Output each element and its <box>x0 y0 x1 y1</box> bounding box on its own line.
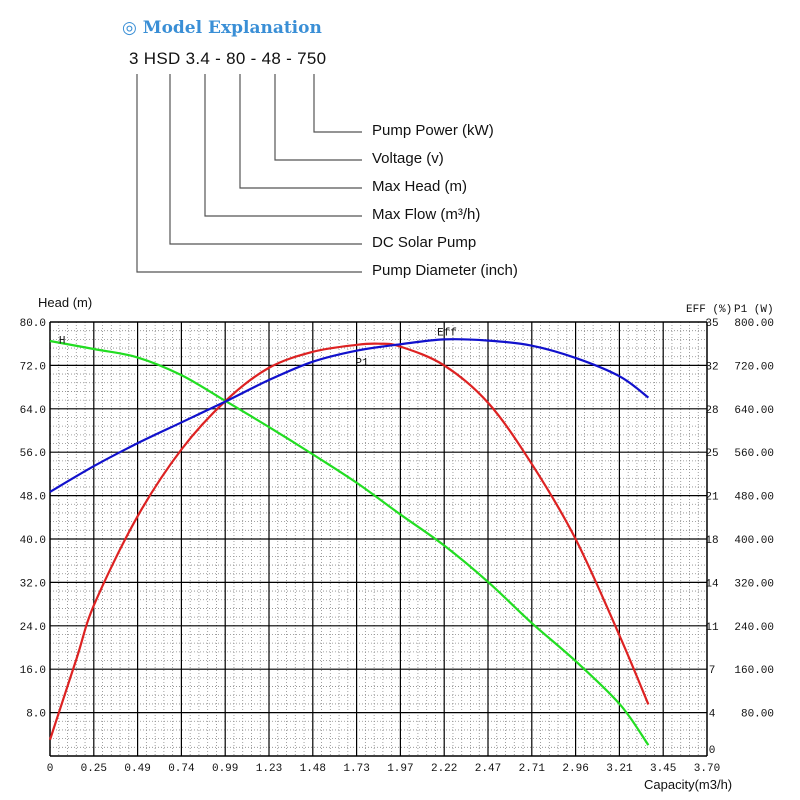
x-tick-label: 1.97 <box>387 763 413 775</box>
target-icon: ◎ <box>122 18 137 38</box>
p1-tick-label: 480.00 <box>734 492 774 504</box>
curve-p1 <box>48 342 650 741</box>
model-title-text: Model Explanation <box>142 18 322 38</box>
head-tick-label: 16.0 <box>20 665 46 677</box>
curve-eff <box>49 338 650 493</box>
x-tick-label: 2.22 <box>431 763 457 775</box>
expl-dc-solar-pump: DC Solar Pump <box>372 234 477 251</box>
x-tick-label: 0 <box>47 763 54 775</box>
leader-line <box>274 74 362 161</box>
x-tick-label: 1.73 <box>343 763 369 775</box>
curve-label-h: H <box>59 336 66 348</box>
p1-tick-label: 560.00 <box>734 448 774 460</box>
leader-line <box>313 74 362 133</box>
expl-max-flow: Max Flow (m³/h) <box>372 206 481 223</box>
head-tick-label: 40.0 <box>20 535 46 547</box>
eff-tick-label: 7 <box>709 665 716 677</box>
head-tick-label: 72.0 <box>20 361 46 373</box>
model-explanation-title: ◎ Model Explanation <box>122 18 322 38</box>
curve-labels: H P1 Eff <box>59 328 457 370</box>
p1-tick-label: 160.00 <box>734 665 774 677</box>
head-tick-label: 56.0 <box>20 448 46 460</box>
leader-line <box>169 74 362 245</box>
eff-tick-label: 18 <box>705 535 718 547</box>
x-tick-label: 3.21 <box>606 763 633 775</box>
p1-axis-title: P1 (W) <box>734 304 774 316</box>
head-tick-label: 80.0 <box>20 318 46 330</box>
model-code: 3 HSD 3.4 - 80 - 48 - 750 <box>129 49 327 68</box>
eff-tick-label: 28 <box>705 405 718 417</box>
p1-tick-label: 240.00 <box>734 622 774 634</box>
p1-tick-label: 80.00 <box>741 709 774 721</box>
eff-tick-label: 4 <box>709 709 716 721</box>
x-tick-label: 0.74 <box>168 763 195 775</box>
eff-tick-label: 25 <box>705 448 718 460</box>
head-tick-label: 48.0 <box>20 492 46 504</box>
p1-tick-label: 720.00 <box>734 361 774 373</box>
leader-line <box>239 74 362 189</box>
leader-line <box>136 74 362 273</box>
x-tick-label: 2.71 <box>519 763 546 775</box>
head-tick-label: 8.0 <box>26 709 46 721</box>
p1-tick-label: 400.00 <box>734 535 774 547</box>
eff-tick-label: 35 <box>705 318 718 330</box>
p1-tick-label: 320.00 <box>734 578 774 590</box>
x-tick-label: 1.48 <box>300 763 326 775</box>
head-tick-label: 24.0 <box>20 622 46 634</box>
head-tick-label: 64.0 <box>20 405 46 417</box>
leader-line <box>204 74 362 217</box>
x-tick-label: 3.45 <box>650 763 676 775</box>
x-axis-title: Capacity(m3/h) <box>644 777 732 792</box>
x-tick-label: 2.47 <box>475 763 501 775</box>
eff-axis-title: EFF (%) <box>686 304 732 316</box>
x-tick-label: 0.49 <box>124 763 150 775</box>
x-tick-label: 2.96 <box>562 763 588 775</box>
x-tick-label: 0.99 <box>212 763 238 775</box>
axis-ticks: 0 0.25 0.49 0.74 0.99 1.23 1.48 1.73 1.97 2.22 2.4… <box>20 318 774 775</box>
eff-tick-label: 32 <box>705 361 718 373</box>
expl-max-head: Max Head (m) <box>372 178 468 195</box>
x-tick-label: 3.70 <box>694 763 720 775</box>
curve-h <box>49 339 650 746</box>
expl-pump-power: Pump Power (kW) <box>372 122 494 139</box>
eff-tick-label: 21 <box>705 492 719 504</box>
eff-tick-label: 0 <box>709 745 716 757</box>
x-tick-label: 0.25 <box>81 763 107 775</box>
eff-tick-label: 14 <box>705 578 719 590</box>
expl-voltage: Voltage (v) <box>372 150 444 167</box>
p1-tick-label: 800.00 <box>734 318 774 330</box>
p1-tick-label: 640.00 <box>734 405 774 417</box>
curves <box>48 338 650 746</box>
y-axis-title: Head (m) <box>38 295 92 310</box>
grid-major <box>49 321 708 757</box>
x-tick-label: 1.23 <box>256 763 282 775</box>
head-tick-label: 32.0 <box>20 578 46 590</box>
curve-label-eff: Eff <box>437 328 457 340</box>
curve-label-p1: P1 <box>355 357 369 369</box>
explanation-leader-lines <box>136 74 362 273</box>
expl-pump-diameter: Pump Diameter (inch) <box>372 262 518 279</box>
eff-tick-label: 11 <box>705 622 719 634</box>
